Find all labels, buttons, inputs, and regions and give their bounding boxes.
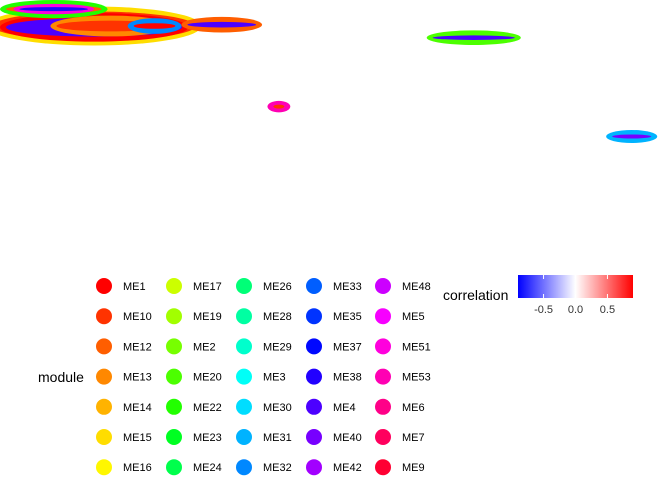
legend-label-me29: ME29 — [263, 341, 292, 353]
legend-swatch-me5 — [375, 308, 391, 325]
legend-label-me17: ME17 — [193, 281, 222, 293]
legend-swatch-me1 — [96, 278, 112, 294]
correlation-legend: correlation -0.5 0.0 0.5 — [443, 275, 633, 316]
legend-label-me9: ME9 — [402, 462, 425, 474]
legend-swatch-me26 — [236, 278, 252, 294]
legend-label-me33: ME33 — [333, 281, 362, 293]
legend-label-me5: ME5 — [402, 311, 425, 323]
legend-label-me42: ME42 — [333, 462, 362, 474]
legend-label-me53: ME53 — [402, 372, 431, 384]
legend-swatch-me16 — [96, 459, 112, 476]
legend-swatch-me38 — [306, 368, 322, 385]
legend-swatch-me35 — [306, 308, 322, 325]
legend-swatch-me19 — [166, 308, 182, 325]
colorbar-tick-label: 0.0 — [568, 304, 583, 316]
legend-label-me4: ME4 — [333, 402, 356, 414]
legend-swatch-me12 — [96, 338, 112, 355]
legend-label-me15: ME15 — [123, 432, 152, 444]
legend-label-me2: ME2 — [193, 341, 216, 353]
module-legend-title: module — [38, 369, 84, 385]
cluster-correlation-core — [19, 7, 89, 12]
legend-label-me32: ME32 — [263, 462, 292, 474]
legend-label-me10: ME10 — [123, 311, 152, 323]
legend-label-me12: ME12 — [123, 341, 152, 353]
colorbar-tick-label: -0.5 — [534, 304, 553, 316]
legend-label-me35: ME35 — [333, 311, 362, 323]
legend-swatch-me3 — [236, 368, 252, 385]
legend-label-me22: ME22 — [193, 402, 222, 414]
legend-swatch-me14 — [96, 398, 112, 415]
module-legend: module ME1 ME10 ME12 ME13 ME14 ME15 ME16 ME17 ME… — [38, 278, 431, 476]
legend-swatch-me7 — [375, 429, 391, 445]
scatter-clusters — [0, 0, 658, 143]
legend-label-me1: ME1 — [123, 281, 146, 293]
cluster-3 — [13, 3, 95, 15]
legend-swatch-me13 — [96, 368, 112, 385]
cluster-correlation-core — [273, 104, 285, 109]
cluster-correlation-core — [187, 21, 257, 28]
legend-swatch-me28 — [236, 308, 252, 325]
legend-label-me31: ME31 — [263, 432, 292, 444]
legend-swatch-me32 — [236, 459, 252, 476]
cluster-8 — [267, 100, 291, 113]
cluster-correlation-core — [133, 23, 176, 29]
legend-label-me30: ME30 — [263, 402, 292, 414]
legend-swatch-me53 — [375, 368, 391, 385]
legend-swatch-me30 — [236, 398, 252, 415]
legend-swatch-me23 — [166, 429, 182, 445]
legend-label-me40: ME40 — [333, 432, 362, 444]
legend-label-me13: ME13 — [123, 372, 152, 384]
legend-label-me26: ME26 — [263, 281, 292, 293]
cluster-5 — [127, 18, 182, 34]
colorbar-tick-label: 0.5 — [600, 304, 615, 316]
legend-swatch-me24 — [166, 459, 182, 476]
legend-swatch-me15 — [96, 429, 112, 445]
correlation-legend-title: correlation — [443, 287, 508, 303]
cluster-9 — [606, 130, 658, 143]
legend-swatch-me37 — [306, 338, 322, 355]
legend-swatch-me2 — [166, 338, 182, 355]
correlation-colorbar — [518, 275, 633, 298]
legend-swatch-me17 — [166, 278, 182, 294]
legend-swatch-me10 — [96, 308, 112, 325]
cluster-correlation-core — [432, 35, 515, 40]
legend-label-me28: ME28 — [263, 311, 292, 323]
legend-swatch-me20 — [166, 368, 182, 385]
legend-swatch-me6 — [375, 398, 391, 415]
legend-label-me20: ME20 — [193, 372, 222, 384]
legend-label-me38: ME38 — [333, 372, 362, 384]
legend-label-me48: ME48 — [402, 281, 431, 293]
legend-swatch-me48 — [375, 278, 391, 294]
legend-label-me16: ME16 — [123, 462, 152, 474]
legend-swatch-me29 — [236, 338, 252, 355]
legend-swatch-me4 — [306, 398, 322, 415]
legend-swatch-me51 — [375, 338, 391, 355]
legend-label-me19: ME19 — [193, 311, 222, 323]
cluster-6 — [181, 16, 263, 33]
legend-label-me24: ME24 — [193, 462, 222, 474]
cluster-7 — [426, 30, 521, 45]
legend-label-me6: ME6 — [402, 402, 425, 414]
legend-label-me51: ME51 — [402, 341, 431, 353]
legend-swatch-me40 — [306, 429, 322, 445]
legend-label-me7: ME7 — [402, 432, 425, 444]
legend-label-me14: ME14 — [123, 402, 152, 414]
legend-label-me37: ME37 — [333, 341, 362, 353]
legend-swatch-me33 — [306, 278, 322, 294]
legend-label-me23: ME23 — [193, 432, 222, 444]
legend-swatch-me31 — [236, 429, 252, 445]
legend-swatch-me9 — [375, 459, 391, 476]
legend-label-me3: ME3 — [263, 372, 286, 384]
legend-swatch-me22 — [166, 398, 182, 415]
legend-swatch-me42 — [306, 459, 322, 476]
cluster-correlation-core — [612, 134, 652, 139]
